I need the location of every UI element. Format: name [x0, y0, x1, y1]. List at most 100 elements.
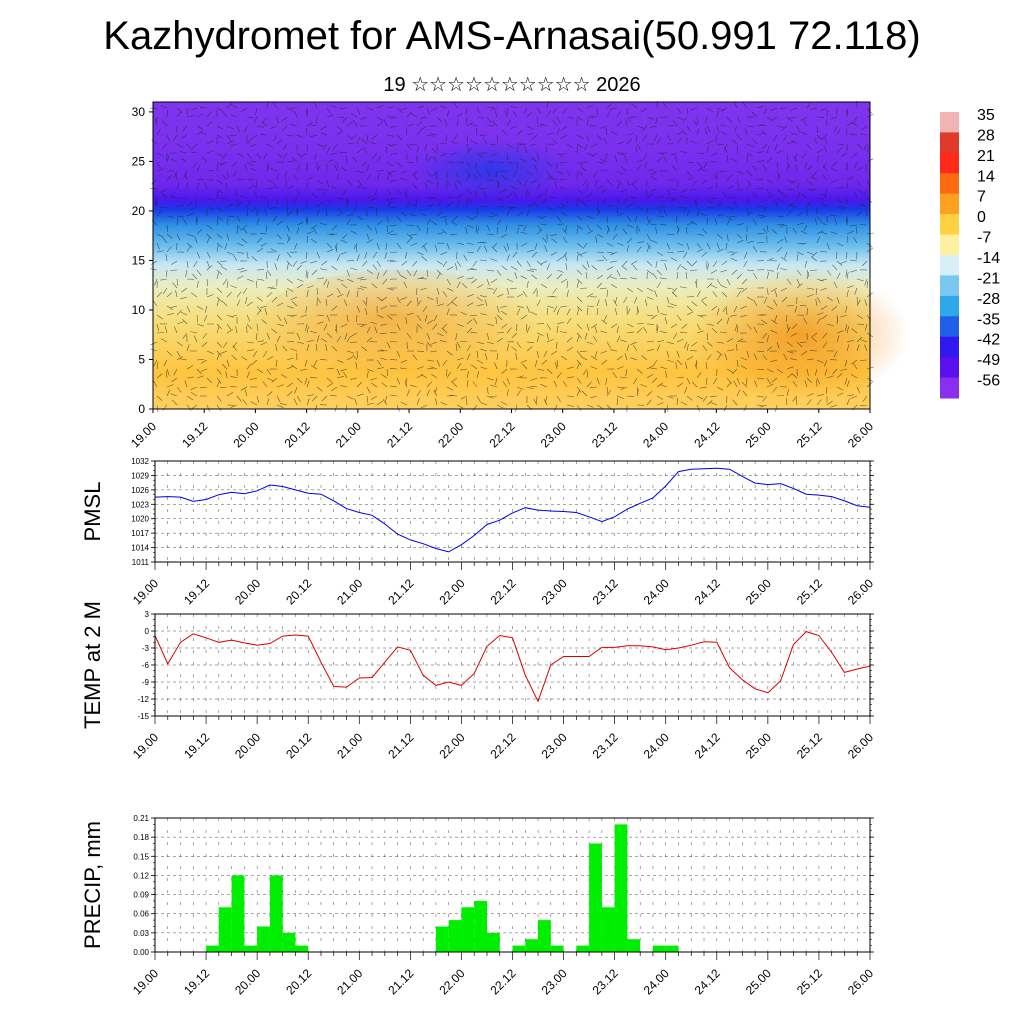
- panel-2-y-tick: 3: [145, 610, 150, 619]
- heatmap-x-tick: 19.12: [179, 419, 210, 450]
- panel-3-bar: [282, 932, 296, 952]
- panel-3-bar: [614, 824, 628, 952]
- panel-3-bar: [244, 945, 258, 952]
- panel-1-x-tick: 20.00: [232, 576, 263, 607]
- panel-2-y-tick: -6: [142, 661, 150, 670]
- heatmap-x-tick: 22.12: [486, 419, 517, 450]
- panel-2-y-tick: -15: [137, 712, 149, 721]
- panel-2-x-tick: 23.00: [539, 730, 570, 761]
- panel-3-bar: [206, 945, 219, 952]
- heatmap-y-tick: 0: [138, 402, 145, 416]
- panel-2-frame: [154, 613, 871, 717]
- panel-3-x-tick: 21.00: [334, 966, 365, 997]
- panel-3-bar: [435, 926, 449, 952]
- colorbar-label: 7: [977, 189, 986, 206]
- colorbar-swatch: [940, 377, 959, 399]
- heatmap-warm-area-2: [690, 270, 910, 400]
- heatmap-x-tick: 19.00: [128, 419, 159, 450]
- heatmap-x-tick: 25.00: [743, 419, 774, 450]
- panel-3-y-tick: 0.21: [133, 814, 149, 823]
- heatmap-x-tick: 24.12: [691, 419, 722, 450]
- colorbar-swatch: [940, 152, 959, 174]
- heatmap-y-tick: 5: [138, 352, 145, 366]
- panel-2-x-tick: 20.12: [283, 730, 314, 761]
- panel-3-bar: [576, 945, 590, 952]
- panel-3-bar: [487, 932, 500, 952]
- panel-1: 1011 1014 1017 1020 1023 1026 1029 1032 19.00 19.…: [80, 457, 876, 607]
- colorbar-swatch: [940, 316, 959, 338]
- panel-2-ylabel: TEMP at 2 M: [80, 601, 105, 729]
- colorbar-label: -7: [977, 230, 991, 247]
- heatmap-x-tick: 23.00: [538, 419, 569, 450]
- panel-3-bar: [627, 939, 641, 952]
- panel-2-x-tick: 25.12: [794, 730, 825, 761]
- wind-barbs: [149, 100, 874, 413]
- panel-1-y-tick: 1023: [131, 500, 149, 509]
- colorbar-label: 0: [977, 209, 986, 226]
- panel-3-bar: [474, 901, 487, 952]
- panel-1-y-tick: 1032: [131, 457, 149, 466]
- panel-3-x-tick: 22.12: [487, 966, 518, 997]
- panel-1-y-tick: 1017: [131, 529, 149, 538]
- panel-3-frame: [154, 817, 871, 953]
- panel-3-x-tick: 24.00: [641, 966, 672, 997]
- panel-1-x-tick: 23.12: [590, 576, 621, 607]
- panel-3-bar: [589, 843, 602, 952]
- panel-3-bar: [652, 945, 666, 952]
- heatmap-x-tick: 26.00: [845, 419, 876, 450]
- panel-2-x-tick: 20.00: [232, 730, 263, 761]
- heatmap-x-tick: 20.12: [282, 419, 313, 450]
- panel-2-y-tick: -3: [142, 644, 150, 653]
- panel-3-x-tick: 23.12: [590, 966, 621, 997]
- panel-3-bar: [538, 920, 551, 952]
- colorbar-swatch: [940, 357, 959, 379]
- panel-1-y-tick: 1014: [131, 544, 149, 553]
- heatmap-y-tick: 25: [132, 154, 146, 168]
- panel-1-y-tick: 1011: [132, 558, 150, 567]
- panel-3-bar: [269, 875, 283, 952]
- panel-3-x-tick: 20.00: [232, 966, 263, 997]
- colorbar-swatch: [940, 255, 959, 276]
- heatmap-y-tick: 15: [132, 253, 146, 267]
- heatmap-x-tick: 21.12: [384, 419, 415, 450]
- panel-3-bar: [218, 907, 232, 952]
- panel-1-x-tick: 26.00: [845, 576, 876, 607]
- colorbar-label: 35: [977, 107, 995, 124]
- colorbar-label: -21: [977, 270, 1000, 287]
- colorbar-swatch: [940, 295, 959, 317]
- panel-3-bar: [550, 945, 564, 952]
- panel-3-bar: [257, 926, 270, 952]
- panel-3-x-tick: 23.00: [539, 966, 570, 997]
- colorbar-swatch: [940, 132, 959, 154]
- colorbar-swatch: [940, 336, 959, 358]
- panel-1-y-tick: 1026: [131, 486, 149, 495]
- heatmap-x-tick: 21.00: [333, 419, 364, 450]
- panel-3-x-tick: 19.12: [181, 966, 212, 997]
- colorbar-swatch: [940, 193, 959, 215]
- colorbar-label: 14: [977, 168, 995, 185]
- panel-2-x-tick: 26.00: [845, 730, 876, 761]
- panel-3-bar: [231, 875, 245, 952]
- heatmap-x-tick: 23.12: [589, 419, 620, 450]
- colorbar-swatch: [940, 112, 959, 133]
- panel-1-x-tick: 22.12: [487, 576, 518, 607]
- panel-1-x-tick: 25.00: [743, 576, 774, 607]
- colorbar-label: -42: [977, 332, 1000, 349]
- panel-2-x-tick: 22.12: [487, 730, 518, 761]
- panel-1-x-tick: 22.00: [436, 576, 467, 607]
- panel-2-x-tick: 19.00: [130, 730, 161, 761]
- colorbar-swatch: [940, 234, 959, 256]
- colorbar: 35 28 21 14 7 0 -7 -14 -21 -28 -35 -42 -49 -56: [940, 107, 1000, 399]
- panel-1-x-tick: 25.12: [794, 576, 825, 607]
- panel-1-x-tick: 24.00: [641, 576, 672, 607]
- panel-1-x-tick: 24.12: [692, 576, 723, 607]
- chart-title: Kazhydromet for AMS-Arnasai(50.991 72.11…: [103, 14, 921, 58]
- panel-3-bar: [295, 945, 309, 952]
- panel-2-x-tick: 21.00: [334, 730, 365, 761]
- heatmap-x-tick: 25.12: [794, 419, 825, 450]
- heatmap-y-tick: 30: [132, 105, 146, 119]
- colorbar-swatch: [940, 173, 959, 195]
- panel-1-x-tick: 21.12: [385, 576, 416, 607]
- panel-3-x-tick: 21.12: [385, 966, 416, 997]
